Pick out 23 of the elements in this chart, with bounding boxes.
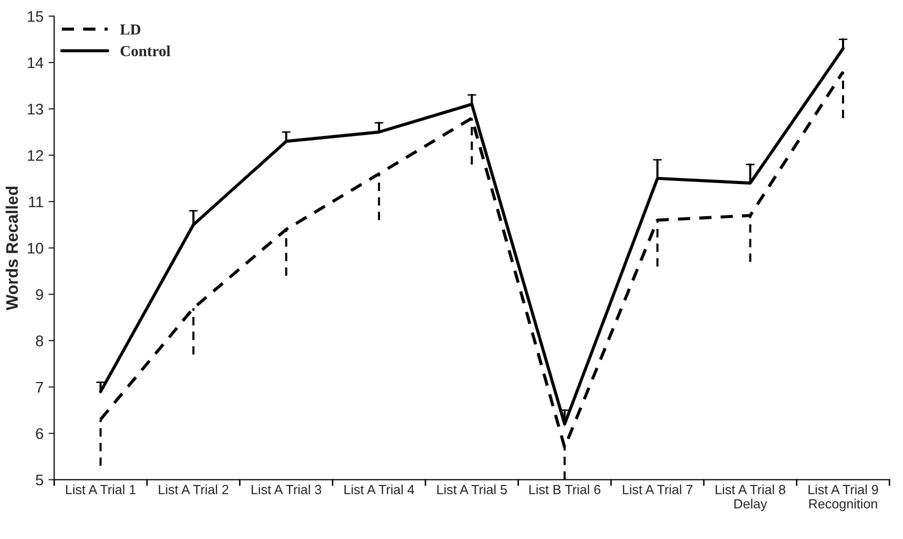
y-tick-label: 13 (28, 104, 44, 115)
x-tick-label: List A Trial 9 Recognition (808, 484, 878, 512)
y-tick-label: 5 (36, 474, 44, 486)
y-tick-label: 8 (36, 336, 44, 346)
y-tick-label: 11 (29, 196, 44, 208)
y-tick-label: 7 (36, 382, 43, 393)
legend-label: Control (120, 45, 170, 56)
y-tick-label: 12 (28, 150, 43, 161)
y-tick-label: 14 (28, 58, 44, 68)
x-tick-label: List A Trial 2 (158, 484, 228, 494)
y-tick-label: 10 (28, 242, 44, 254)
x-tick-label: List B Trial 6 (529, 484, 600, 494)
y-tick-label: 15 (28, 11, 44, 22)
y-tick-label: 6 (36, 428, 44, 440)
x-tick-label: List A Trial 5 (437, 484, 507, 494)
x-tick-label: List A Trial 3 (252, 484, 322, 494)
x-tick-label: List A Trial 7 (622, 484, 692, 494)
x-tick-label: List A Trial 1 (66, 484, 136, 494)
x-tick-label: List A Trial 4 (344, 484, 414, 494)
x-tick-label: List A Trial 8 Delay (716, 484, 786, 512)
legend-label: LD (120, 24, 140, 35)
y-axis-title: Words Recalled (6, 186, 18, 310)
y-tick-label: 9 (36, 289, 44, 300)
